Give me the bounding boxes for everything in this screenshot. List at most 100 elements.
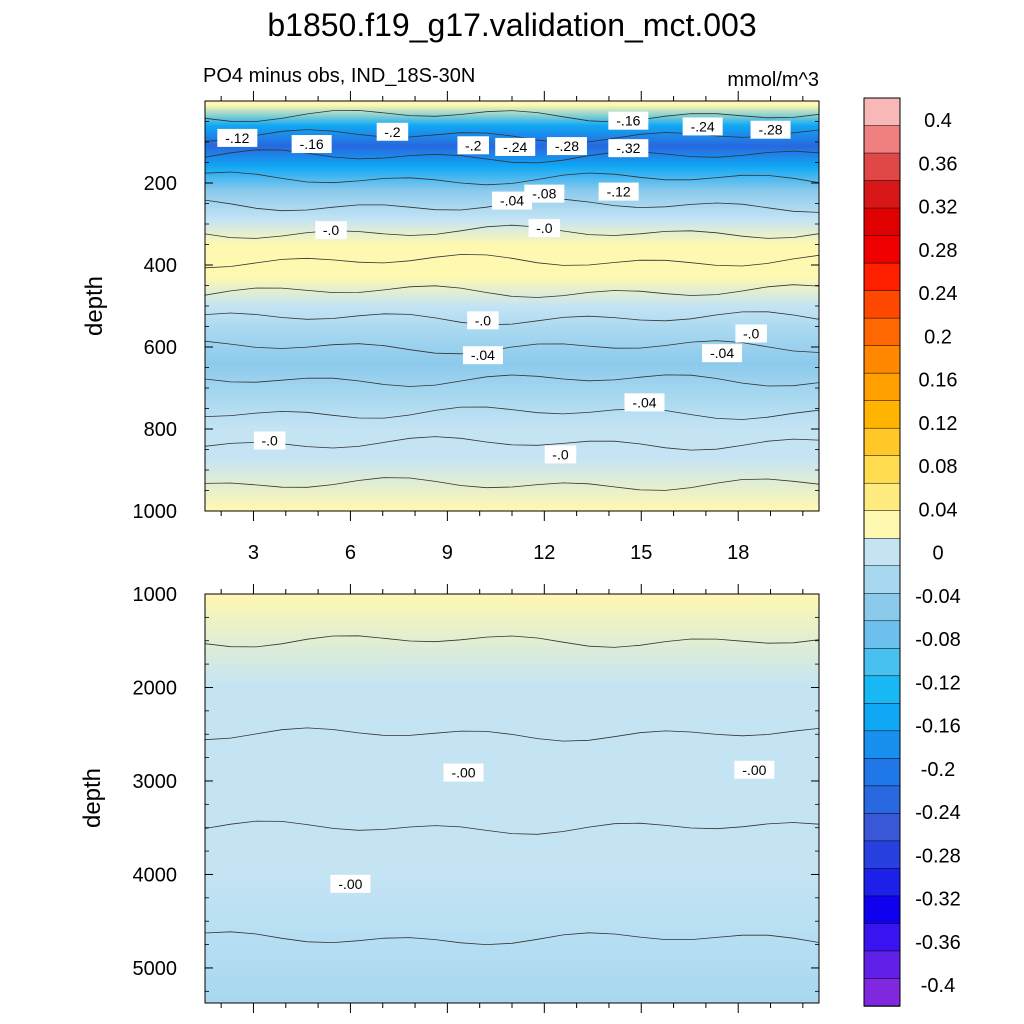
contour-label-box bbox=[462, 346, 503, 365]
contour-label-box bbox=[467, 311, 499, 330]
contour-label: -.2 bbox=[457, 136, 489, 155]
contour-label-text: -.12 bbox=[607, 184, 631, 200]
y-tick-label: 1000 bbox=[133, 584, 178, 606]
contour-label-text: -.2 bbox=[384, 124, 401, 140]
colorbar-label: -0.28 bbox=[915, 845, 961, 867]
contour-label-text: -.0 bbox=[475, 312, 492, 328]
contour-label-text: -.00 bbox=[338, 876, 362, 892]
contour-line bbox=[205, 171, 819, 186]
y-tick-label: 1000 bbox=[133, 501, 178, 523]
colorbar-swatch bbox=[863, 152, 901, 182]
contour-label-box bbox=[253, 431, 286, 450]
contour-label-box bbox=[544, 445, 577, 464]
contour-line bbox=[205, 436, 819, 451]
contour-line bbox=[205, 224, 819, 239]
x-tick-label: 9 bbox=[442, 542, 453, 564]
contour-label-text: -.04 bbox=[500, 193, 524, 209]
contour-line bbox=[205, 477, 819, 491]
colorbar-label: 0.36 bbox=[919, 153, 958, 175]
contour-line bbox=[205, 374, 819, 387]
contour-label-box bbox=[624, 393, 665, 412]
x-tick-label: 3 bbox=[248, 542, 259, 564]
contour-label: -.0 bbox=[253, 431, 286, 450]
y-tick-label: 4000 bbox=[133, 864, 178, 886]
contour-label-text: -.04 bbox=[471, 347, 495, 363]
contour-label: -.16 bbox=[608, 111, 649, 130]
colorbar-label: 0.08 bbox=[919, 456, 958, 478]
contour-line bbox=[205, 406, 819, 420]
contour-label: -.0 bbox=[467, 311, 499, 330]
upper-plot-area bbox=[205, 101, 819, 511]
colorbar: 0.4 0.36 0.32 0.28 0.24 0.2 0.16 0.12 0.08 0.04 0 -… bbox=[863, 97, 961, 1007]
colorbar-label: -0.2 bbox=[921, 759, 955, 781]
colorbar-swatch bbox=[863, 565, 901, 595]
contour-label: -.12 bbox=[598, 182, 639, 201]
contour-label: -.0 bbox=[315, 221, 347, 240]
contour-line bbox=[205, 254, 819, 269]
contour-label-box bbox=[376, 122, 409, 141]
contour-label-text: -.32 bbox=[616, 140, 640, 156]
contour-label-text: -.16 bbox=[300, 136, 324, 152]
colorbar-swatch bbox=[863, 125, 901, 154]
lower-contour-lines bbox=[205, 635, 819, 946]
contour-label: -.12 bbox=[217, 128, 258, 147]
contour-label-text: -.0 bbox=[536, 220, 553, 236]
lower-x-ticks bbox=[220, 584, 804, 1013]
contour-label-box bbox=[495, 137, 536, 156]
y-tick-label: 400 bbox=[144, 255, 177, 277]
colorbar-swatch bbox=[863, 510, 901, 539]
contour-label-text: -.0 bbox=[743, 325, 760, 341]
contour-label-text: -.00 bbox=[451, 765, 475, 781]
colorbar-label: -0.04 bbox=[915, 586, 961, 608]
colorbar-swatch bbox=[863, 950, 901, 980]
contour-line bbox=[205, 109, 819, 123]
contour-label: -.08 bbox=[524, 184, 565, 203]
colorbar-label: -0.08 bbox=[915, 629, 961, 651]
contour-label-box bbox=[598, 182, 639, 201]
contour-label: -.00 bbox=[330, 874, 371, 893]
contour-label: -.28 bbox=[750, 120, 791, 139]
colorbar-label: -0.16 bbox=[915, 716, 961, 738]
colorbar-label: 0.24 bbox=[919, 283, 958, 305]
contour-label-box bbox=[443, 763, 484, 782]
contour-line bbox=[205, 820, 819, 835]
lower-y-axis-label: depth bbox=[79, 768, 106, 828]
contour-label-text: -.28 bbox=[758, 122, 782, 138]
chart-units: mmol/m^3 bbox=[727, 69, 819, 91]
chart-title: b1850.f19_g17.validation_mct.003 bbox=[267, 7, 756, 43]
contour-label: -.24 bbox=[682, 117, 723, 136]
contour-label-box bbox=[217, 128, 258, 147]
colorbar-swatch bbox=[863, 345, 901, 374]
contour-label: -.2 bbox=[376, 122, 409, 141]
y-tick-label: 600 bbox=[144, 337, 177, 359]
contour-label-box bbox=[735, 324, 767, 343]
contour-label: -.0 bbox=[528, 219, 561, 238]
colorbar-swatch bbox=[863, 620, 901, 650]
upper-y-ticks: 200 400 600 800 1000 bbox=[133, 100, 819, 523]
contour-label-text: -.24 bbox=[503, 139, 527, 155]
contour-line bbox=[205, 727, 819, 742]
contour-label-box bbox=[528, 219, 561, 238]
colorbar-swatch bbox=[863, 978, 901, 1007]
contour-label-box bbox=[315, 221, 347, 240]
contour-line bbox=[205, 311, 819, 326]
contour-label: -.0 bbox=[735, 324, 767, 343]
contour-label: -.04 bbox=[624, 393, 665, 412]
colorbar-swatch bbox=[863, 730, 901, 760]
contour-label-box bbox=[291, 135, 332, 154]
colorbar-frame bbox=[863, 97, 901, 1007]
upper-x-ticks: 3 6 9 12 15 18 bbox=[220, 91, 804, 564]
y-tick-label: 3000 bbox=[133, 771, 178, 793]
colorbar-swatch bbox=[863, 372, 901, 402]
contour-line bbox=[205, 931, 819, 946]
contour-label-text: -.00 bbox=[742, 762, 766, 778]
colorbar-label: 0.4 bbox=[924, 110, 952, 132]
colorbar-swatch bbox=[863, 895, 901, 925]
contour-label-box bbox=[734, 760, 775, 779]
colorbar-swatch bbox=[863, 290, 901, 319]
contour-label: -.24 bbox=[495, 137, 536, 156]
colorbar-label: -0.12 bbox=[915, 672, 961, 694]
x-tick-label: 15 bbox=[630, 542, 652, 564]
x-tick-label: 12 bbox=[533, 542, 555, 564]
